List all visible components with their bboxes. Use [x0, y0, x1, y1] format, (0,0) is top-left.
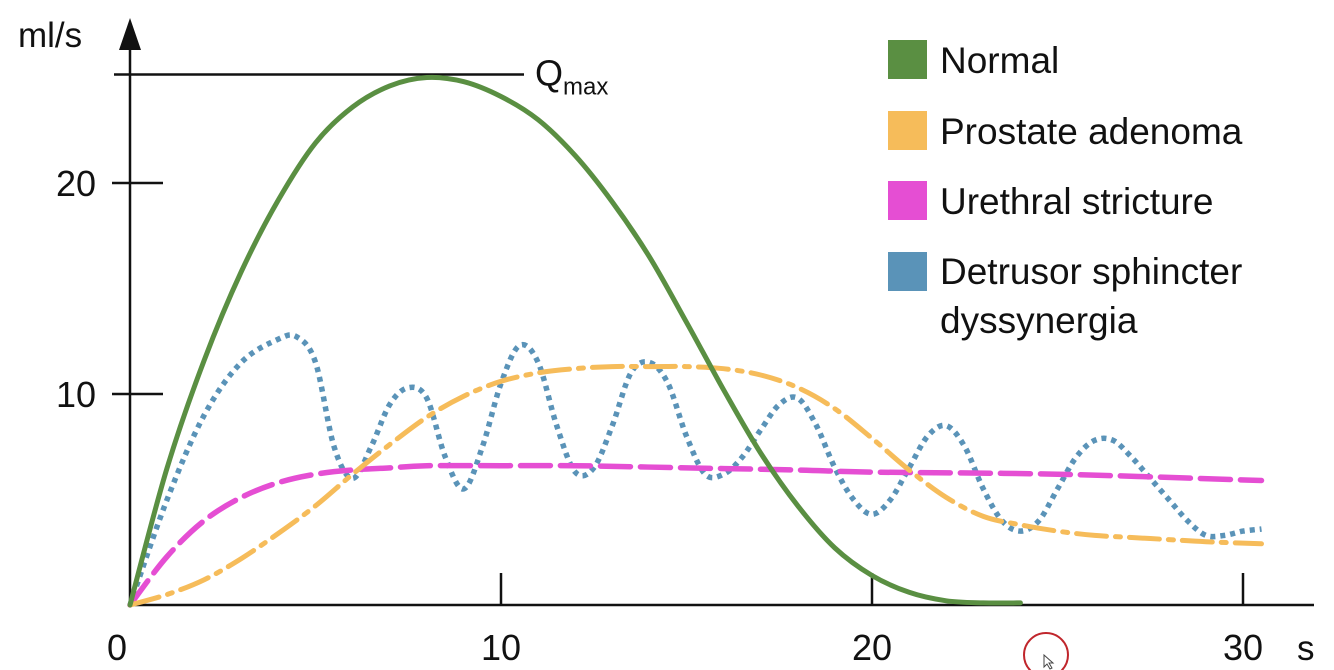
legend-item-normal: Normal	[888, 40, 1059, 81]
cursor-indicator	[1023, 632, 1069, 670]
click-ring-icon	[1023, 632, 1069, 670]
mouse-pointer-icon	[1043, 653, 1055, 670]
ticks: 0 10 20 30 10 20	[56, 163, 1263, 668]
legend-item-prostate-adenoma: Prostate adenoma	[888, 111, 1243, 152]
y-tick-label: 10	[56, 374, 96, 415]
legend-label-normal: Normal	[940, 40, 1059, 81]
legend-swatch-prostate-adenoma	[888, 111, 927, 150]
legend-item-dyssynergia: Detrusor sphincter dyssynergia	[888, 251, 1242, 341]
legend: Normal Prostate adenoma Urethral strictu…	[888, 40, 1243, 341]
x-tick-label: 30	[1223, 627, 1263, 668]
series-line-detrusor-sphincter-dyssynergia	[127, 332, 1262, 606]
legend-label-prostate-adenoma: Prostate adenoma	[940, 111, 1243, 152]
legend-label-line: dyssynergia	[940, 300, 1138, 341]
x-tick-label: 20	[852, 627, 892, 668]
qmax-label: Qmax	[535, 53, 608, 101]
legend-swatch-urethral-stricture	[888, 181, 927, 220]
series-line-normal	[127, 74, 1023, 608]
legend-label-line: Detrusor sphincter	[940, 251, 1242, 292]
series-line-urethral-stricture	[127, 462, 1265, 608]
x-tick-label: 0	[107, 627, 127, 668]
qmax-reference: Qmax	[114, 53, 608, 101]
y-axis-label: ml/s	[18, 16, 82, 55]
qmax-label-main: Q	[535, 53, 563, 94]
legend-swatch-normal	[888, 40, 927, 79]
legend-item-urethral-stricture: Urethral stricture	[888, 181, 1213, 222]
legend-label-dyssynergia: Detrusor sphincter dyssynergia	[940, 251, 1242, 341]
legend-swatch-dyssynergia	[888, 252, 927, 291]
legend-label-urethral-stricture: Urethral stricture	[940, 181, 1213, 222]
series-group	[127, 74, 1265, 608]
y-tick-label: 20	[56, 163, 96, 204]
axes	[119, 18, 1314, 607]
series-line-prostate-adenoma	[127, 363, 1264, 608]
x-tick-label: 10	[481, 627, 521, 668]
y-axis-arrow-icon	[119, 18, 141, 50]
qmax-label-sub: max	[563, 74, 608, 101]
x-axis-label: s	[1297, 629, 1315, 668]
